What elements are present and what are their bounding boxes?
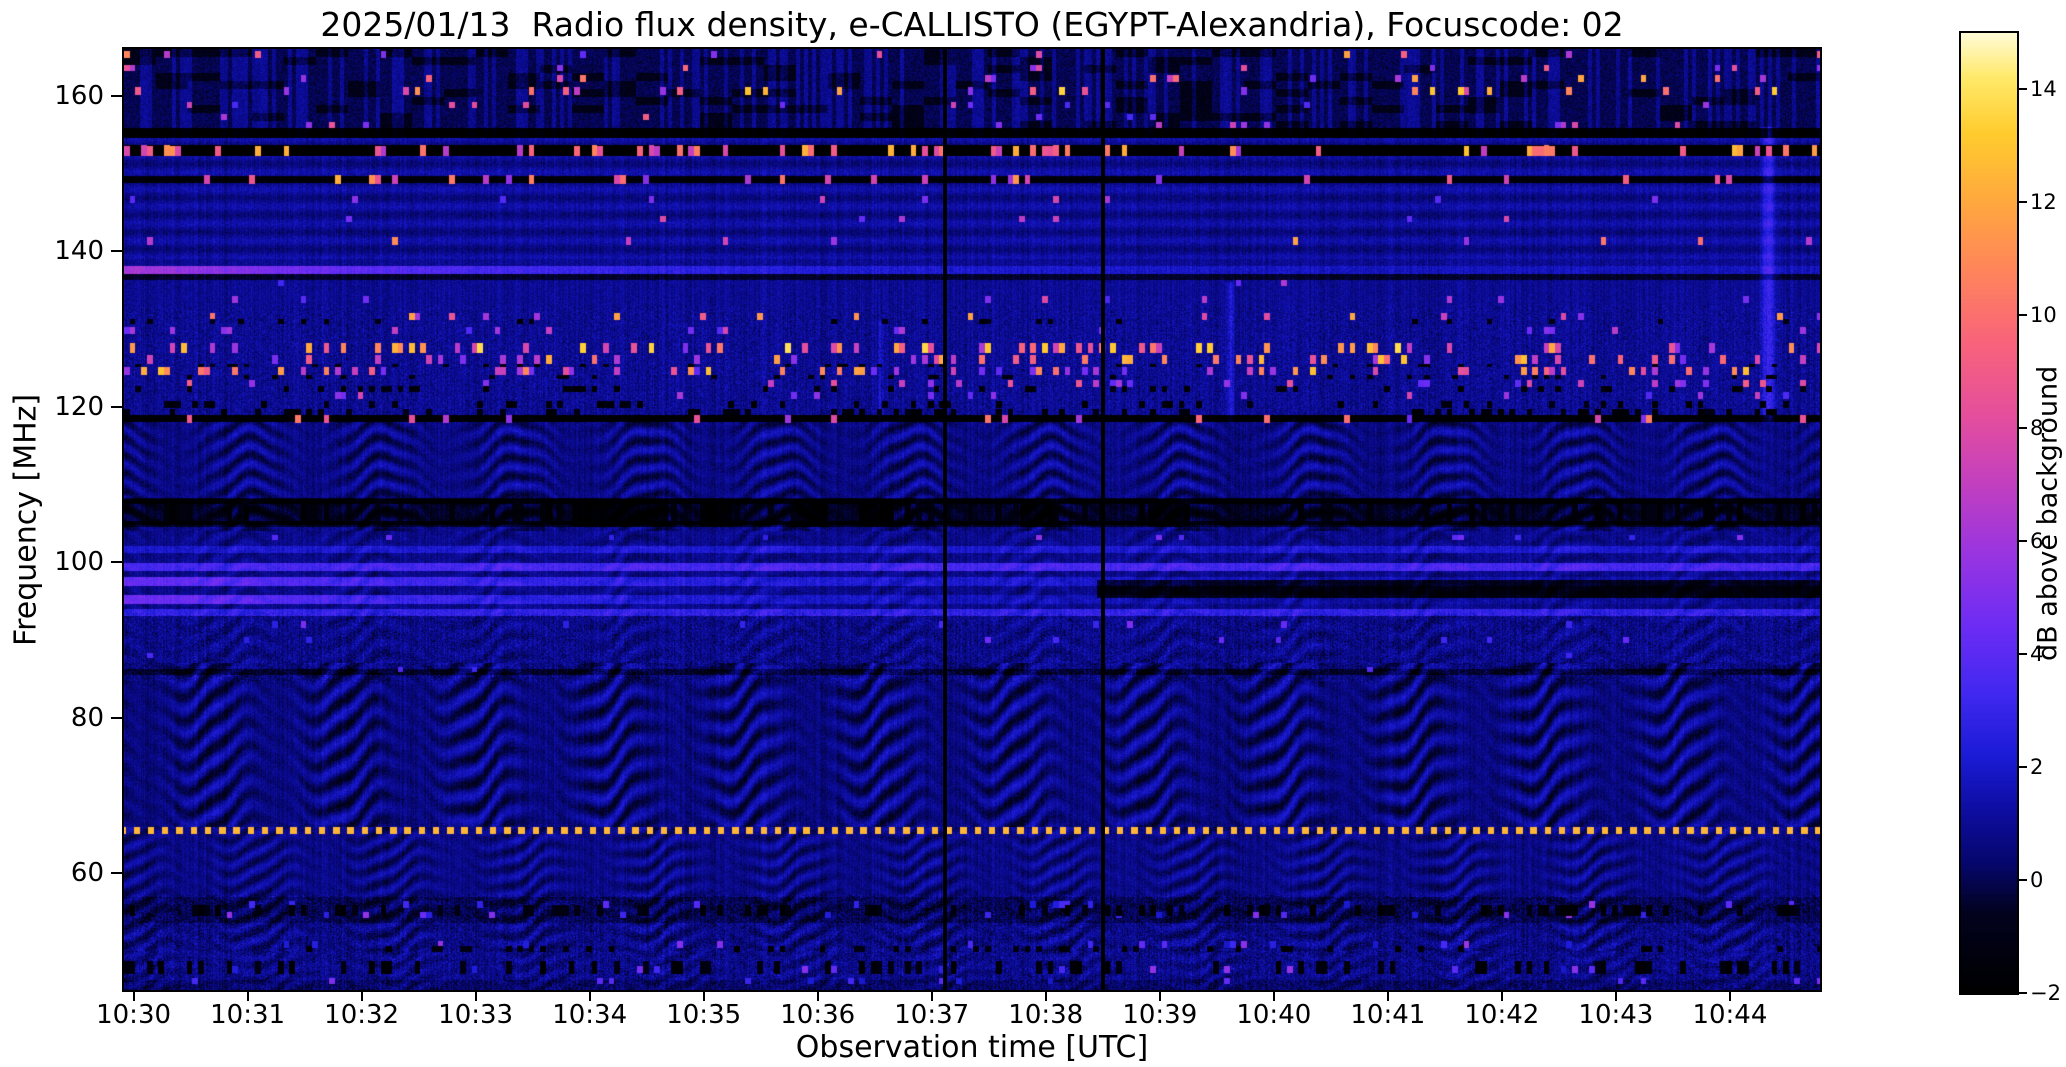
x-tick-label: 10:32: [324, 1000, 400, 1030]
colorbar-tick-mark: [2019, 201, 2027, 204]
x-tick-label: 10:43: [1578, 1000, 1654, 1030]
x-tick-mark: [816, 990, 819, 1001]
y-axis-label: Frequency [MHz]: [8, 393, 44, 646]
x-tick-label: 10:33: [438, 1000, 514, 1030]
spectrogram-heatmap: [124, 49, 1820, 990]
colorbar-tick-mark: [2019, 314, 2027, 317]
colorbar-frame: [1959, 31, 2019, 995]
x-axis-label: Observation time [UTC]: [795, 1030, 1149, 1065]
x-tick-label: 10:39: [1122, 1000, 1198, 1030]
colorbar-tick-label: 4: [2030, 642, 2044, 667]
y-tick-mark: [111, 872, 122, 875]
colorbar-tick-mark: [2019, 766, 2027, 769]
colorbar-tick-mark: [2019, 540, 2027, 543]
y-tick-mark: [111, 561, 122, 564]
x-tick-label: 10:30: [96, 1000, 172, 1030]
x-tick-mark: [474, 990, 477, 1001]
colorbar-tick-label: −2: [2030, 981, 2061, 1005]
y-tick-label: 60: [70, 858, 104, 889]
colorbar-tick-label: 0: [2030, 868, 2044, 893]
x-tick-mark: [1158, 990, 1161, 1001]
x-tick-mark: [1272, 990, 1275, 1001]
y-tick-label: 80: [70, 702, 104, 733]
y-tick-mark: [111, 716, 122, 719]
x-tick-mark: [1728, 990, 1731, 1001]
y-tick-label: 120: [54, 391, 104, 422]
x-tick-label: 10:44: [1692, 1000, 1768, 1030]
colorbar-tick-mark: [2019, 88, 2027, 91]
x-tick-label: 10:36: [780, 1000, 856, 1030]
colorbar-tick-label: 12: [2030, 190, 2057, 215]
x-tick-mark: [702, 990, 705, 1001]
y-tick-mark: [111, 250, 122, 253]
colorbar-tick-mark: [2019, 427, 2027, 430]
colorbar-gradient: [1961, 33, 2017, 993]
colorbar-label: dB above background: [2032, 365, 2064, 661]
x-tick-label: 10:35: [666, 1000, 742, 1030]
y-tick-mark: [111, 405, 122, 408]
x-tick-mark: [1614, 990, 1617, 1001]
plot-frame: [122, 47, 1822, 992]
y-tick-mark: [111, 94, 122, 97]
x-tick-mark: [246, 990, 249, 1001]
x-tick-label: 10:31: [210, 1000, 286, 1030]
event-marker-line: [943, 49, 948, 990]
x-tick-mark: [1044, 990, 1047, 1001]
x-tick-label: 10:34: [552, 1000, 628, 1030]
x-tick-label: 10:42: [1464, 1000, 1540, 1030]
x-tick-mark: [132, 990, 135, 1001]
colorbar-tick-mark: [2019, 992, 2027, 994]
y-tick-label: 160: [54, 80, 104, 111]
x-tick-mark: [1500, 990, 1503, 1001]
colorbar-tick-label: 6: [2030, 529, 2044, 554]
colorbar-tick-mark: [2019, 879, 2027, 882]
colorbar-tick-label: 14: [2030, 77, 2057, 102]
colorbar-tick-mark: [2019, 653, 2027, 656]
x-tick-mark: [588, 990, 591, 1001]
y-tick-label: 100: [54, 547, 104, 578]
x-tick-mark: [1386, 990, 1389, 1001]
x-tick-mark: [930, 990, 933, 1001]
y-tick-label: 140: [54, 236, 104, 267]
x-tick-label: 10:37: [894, 1000, 970, 1030]
x-tick-label: 10:40: [1236, 1000, 1312, 1030]
event-marker-line: [1100, 49, 1105, 990]
x-tick-label: 10:38: [1008, 1000, 1084, 1030]
colorbar-tick-label: 2: [2030, 755, 2044, 780]
chart-title: 2025/01/13 Radio flux density, e-CALLIST…: [320, 5, 1624, 44]
x-tick-label: 10:41: [1350, 1000, 1426, 1030]
x-tick-mark: [360, 990, 363, 1001]
colorbar-tick-label: 8: [2030, 416, 2044, 441]
colorbar-tick-label: 10: [2030, 303, 2057, 328]
